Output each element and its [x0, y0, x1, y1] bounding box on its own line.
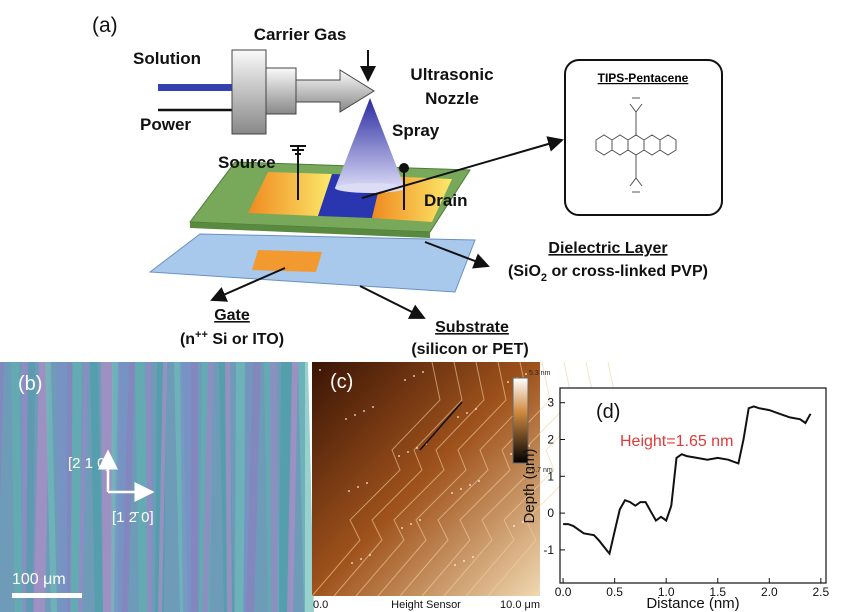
x-tick-label: 2.5 [813, 585, 830, 599]
panel-d: (d) Height=1.65 nm Distance (nm) Depth (… [521, 388, 830, 612]
afm-dot [460, 488, 462, 490]
nozzle-label: Ultrasonic [410, 65, 493, 84]
text-part: (SiO [508, 263, 541, 280]
afm-dot [466, 412, 468, 414]
afm-dot [525, 373, 527, 375]
afm-dot [419, 519, 421, 521]
afm-dot [372, 406, 374, 408]
molecule-label: TIPS-Pentacene [598, 71, 689, 85]
afm-dot [422, 371, 424, 373]
nozzle-arrow [296, 70, 374, 112]
axis-end: 10.0 μm [500, 599, 540, 611]
y-tick-label: 3 [547, 396, 554, 410]
panel-label: (c) [330, 371, 353, 393]
nozzle-neck [266, 68, 296, 114]
figure: (a) Carrier Gas Solution Power Ultrasoni… [0, 0, 842, 612]
afm-dot [407, 451, 409, 453]
source-label: Source [218, 153, 276, 172]
spray-cone [335, 98, 405, 188]
y-tick-label: 2 [547, 433, 554, 447]
superscript: ++ [195, 329, 208, 341]
gate-detail: (n++ Si or ITO) [180, 329, 284, 348]
afm-dot [401, 527, 403, 529]
color-bar-label: 5.3 nm [529, 370, 551, 377]
afm-dot [345, 418, 347, 420]
y-tick-label: 0 [547, 506, 554, 520]
afm-dot [475, 408, 477, 410]
direction-label: [1 2̄ 0] [112, 509, 154, 526]
afm-dot [398, 455, 400, 457]
afm-dot [513, 525, 515, 527]
drain-label: Drain [424, 191, 467, 210]
x-tick-label: 1.5 [709, 585, 726, 599]
afm-dot [360, 558, 362, 560]
text-part: Si or ITO) [208, 331, 284, 348]
afm-dot [354, 414, 356, 416]
afm-dot [469, 484, 471, 486]
afm-dot [369, 554, 371, 556]
nozzle-label: Nozzle [425, 89, 479, 108]
substrate-label: Substrate [435, 319, 509, 336]
afm-dot [363, 410, 365, 412]
afm-dot [472, 556, 474, 558]
afm-dot [510, 453, 512, 455]
afm-dot [357, 486, 359, 488]
direction-label: [2 1 0] [68, 455, 110, 472]
afm-dot [478, 480, 480, 482]
power-label: Power [140, 115, 191, 134]
stripe [146, 362, 152, 612]
x-tick-label: 1.0 [658, 585, 675, 599]
gate-electrode [252, 250, 322, 272]
spray-label: Spray [392, 121, 440, 140]
afm-dot [457, 416, 459, 418]
axis-start: 0.0 [313, 599, 328, 611]
text-part: (n [180, 331, 195, 348]
afm-dot [507, 381, 509, 383]
panel-label: (d) [596, 401, 620, 423]
panel-a: (a) Carrier Gas Solution Power Ultrasoni… [92, 14, 722, 358]
gate-label: Gate [214, 307, 250, 324]
panel-label: (b) [18, 373, 42, 395]
afm-dot [416, 447, 418, 449]
scale-bar-label: 100 μm [12, 571, 66, 588]
afm-dot [451, 492, 453, 494]
panel-label: (a) [92, 14, 118, 37]
x-tick-label: 2.0 [761, 585, 778, 599]
stripe [235, 362, 245, 612]
afm-dot [410, 523, 412, 525]
substrate-detail: (silicon or PET) [411, 341, 528, 358]
y-tick-label: -1 [543, 543, 554, 557]
afm-dot [413, 375, 415, 377]
y-tick-label: 1 [547, 469, 554, 483]
substrate-arrow [360, 286, 424, 318]
dielectric-detail: (SiO2 or cross-linked PVP) [508, 263, 708, 284]
nozzle-body [232, 50, 266, 134]
stripe [270, 362, 278, 612]
afm-dot [366, 482, 368, 484]
afm-dot [351, 562, 353, 564]
y-axis-label: Depth (nm) [521, 448, 538, 523]
afm-dot [404, 379, 406, 381]
annotation: Height=1.65 nm [620, 433, 733, 450]
x-tick-label: 0.0 [555, 585, 572, 599]
solution-label: Solution [133, 49, 201, 68]
channel-label: Height Sensor [391, 599, 461, 611]
stripe [191, 362, 198, 612]
text-part: or cross-linked PVP) [547, 263, 708, 280]
x-tick-label: 0.5 [606, 585, 623, 599]
solution-tube [158, 84, 234, 91]
carrier-gas-label: Carrier Gas [254, 25, 347, 44]
dielectric-label: Dielectric Layer [548, 240, 667, 257]
panel-b: (b) [2 1 0] [1 2̄ 0] 100 μm [0, 362, 314, 612]
scale-bar [12, 593, 82, 598]
afm-dot [319, 369, 321, 371]
afm-dot [348, 490, 350, 492]
afm-dot [454, 564, 456, 566]
afm-dot [463, 560, 465, 562]
